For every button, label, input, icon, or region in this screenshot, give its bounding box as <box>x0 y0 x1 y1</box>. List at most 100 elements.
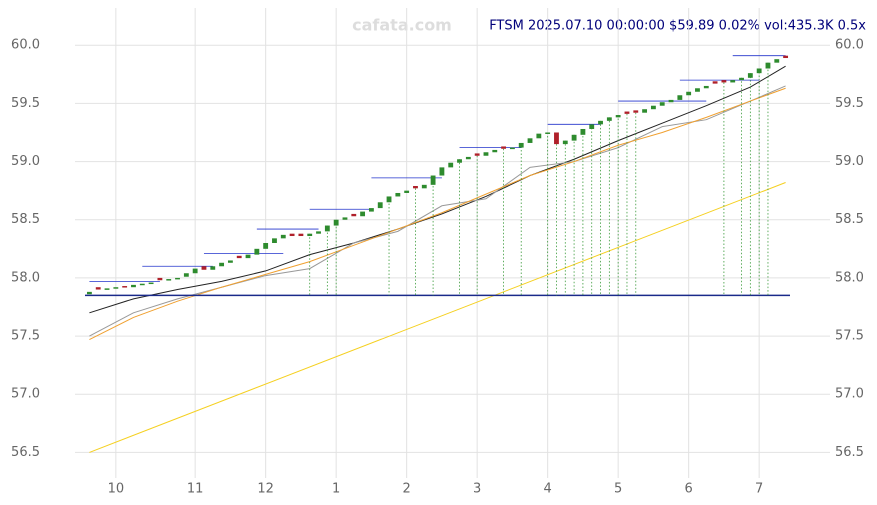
y-tick-label-right: 60.0 <box>835 38 864 53</box>
candle <box>298 233 304 237</box>
candle <box>210 266 216 270</box>
candle <box>236 255 242 259</box>
candle <box>342 217 348 220</box>
candle <box>774 59 780 63</box>
candle <box>686 91 692 96</box>
y-tick-label: 57.0 <box>11 387 40 402</box>
candle <box>624 111 630 114</box>
candle <box>131 284 136 288</box>
candle <box>580 128 586 135</box>
candle <box>554 132 559 145</box>
candle <box>545 132 551 134</box>
line-series <box>89 65 786 314</box>
candle <box>474 153 480 156</box>
candle <box>448 162 454 168</box>
candle <box>668 99 674 103</box>
y-tick-label-right: 57.0 <box>835 387 864 402</box>
chart-title: FTSM 2025.07.10 00:00:00 $59.89 0.02% vo… <box>489 19 866 34</box>
candle <box>157 277 163 281</box>
x-tick-label: 7 <box>755 482 763 497</box>
candle <box>606 117 612 121</box>
candle <box>86 291 92 295</box>
candle <box>721 80 727 83</box>
candle <box>183 273 189 277</box>
candle <box>263 243 269 249</box>
y-tick-label: 58.5 <box>11 212 40 227</box>
candle <box>598 120 603 125</box>
candle <box>139 283 145 286</box>
candle <box>386 196 392 203</box>
candle <box>289 233 295 237</box>
line-series <box>89 182 786 453</box>
candle <box>677 95 683 100</box>
candle <box>739 77 744 81</box>
candle <box>633 110 639 113</box>
y-tick-label: 59.0 <box>11 154 40 169</box>
candle <box>756 68 762 74</box>
y-tick-label-right: 56.5 <box>835 445 864 460</box>
candle <box>175 277 180 280</box>
line-series <box>89 87 786 341</box>
candle <box>589 124 595 129</box>
candle <box>360 211 366 217</box>
candle <box>518 142 524 148</box>
x-tick-label: 12 <box>257 482 274 497</box>
candle <box>712 81 718 84</box>
candle <box>747 73 753 78</box>
y-tick-label: 59.5 <box>11 96 40 111</box>
watermark: cafata.com <box>352 16 452 35</box>
y-tick-label: 57.5 <box>11 329 40 344</box>
candle <box>227 260 233 263</box>
candle <box>113 287 119 289</box>
x-tick-label: 11 <box>187 482 204 497</box>
candle <box>413 185 418 189</box>
candle <box>404 190 410 193</box>
y-tick-label-right: 59.5 <box>835 96 864 111</box>
x-tick-label: 5 <box>614 482 622 497</box>
y-tick-label: 56.5 <box>11 445 40 460</box>
y-tick-label-right: 57.5 <box>835 329 864 344</box>
y-tick-label-right: 59.0 <box>835 154 864 169</box>
y-tick-label: 60.0 <box>11 38 40 53</box>
candle <box>527 138 533 143</box>
candle <box>166 279 172 281</box>
candle <box>483 152 489 156</box>
candle <box>765 62 771 69</box>
candle <box>615 115 621 118</box>
x-tick-label: 3 <box>473 482 481 497</box>
x-tick-label: 1 <box>332 482 340 497</box>
candle <box>377 202 383 209</box>
x-tick-label: 10 <box>108 482 125 497</box>
candle <box>509 147 515 150</box>
candle <box>465 156 471 160</box>
candle <box>536 133 542 139</box>
candle <box>642 109 648 113</box>
candle <box>254 248 260 255</box>
candle <box>272 238 277 243</box>
line-series <box>89 85 786 337</box>
candle <box>351 213 357 217</box>
candle <box>783 55 789 59</box>
candle <box>703 85 709 89</box>
candle <box>650 105 656 110</box>
candle <box>562 140 568 145</box>
candle <box>457 159 462 163</box>
candle <box>730 80 736 83</box>
y-tick-label: 58.0 <box>11 270 40 285</box>
candle <box>333 219 339 226</box>
candle <box>280 234 286 239</box>
candle <box>368 208 374 212</box>
x-tick-label: 2 <box>403 482 411 497</box>
candle <box>316 231 321 234</box>
candle <box>324 225 330 232</box>
candle <box>245 254 251 259</box>
y-tick-label-right: 58.5 <box>835 212 864 227</box>
candle <box>421 184 427 189</box>
candle <box>439 167 445 176</box>
candle <box>104 288 110 290</box>
x-tick-label: 4 <box>544 482 552 497</box>
candle <box>395 192 401 197</box>
candle <box>192 268 198 274</box>
candle <box>659 102 665 106</box>
candle <box>307 233 313 237</box>
